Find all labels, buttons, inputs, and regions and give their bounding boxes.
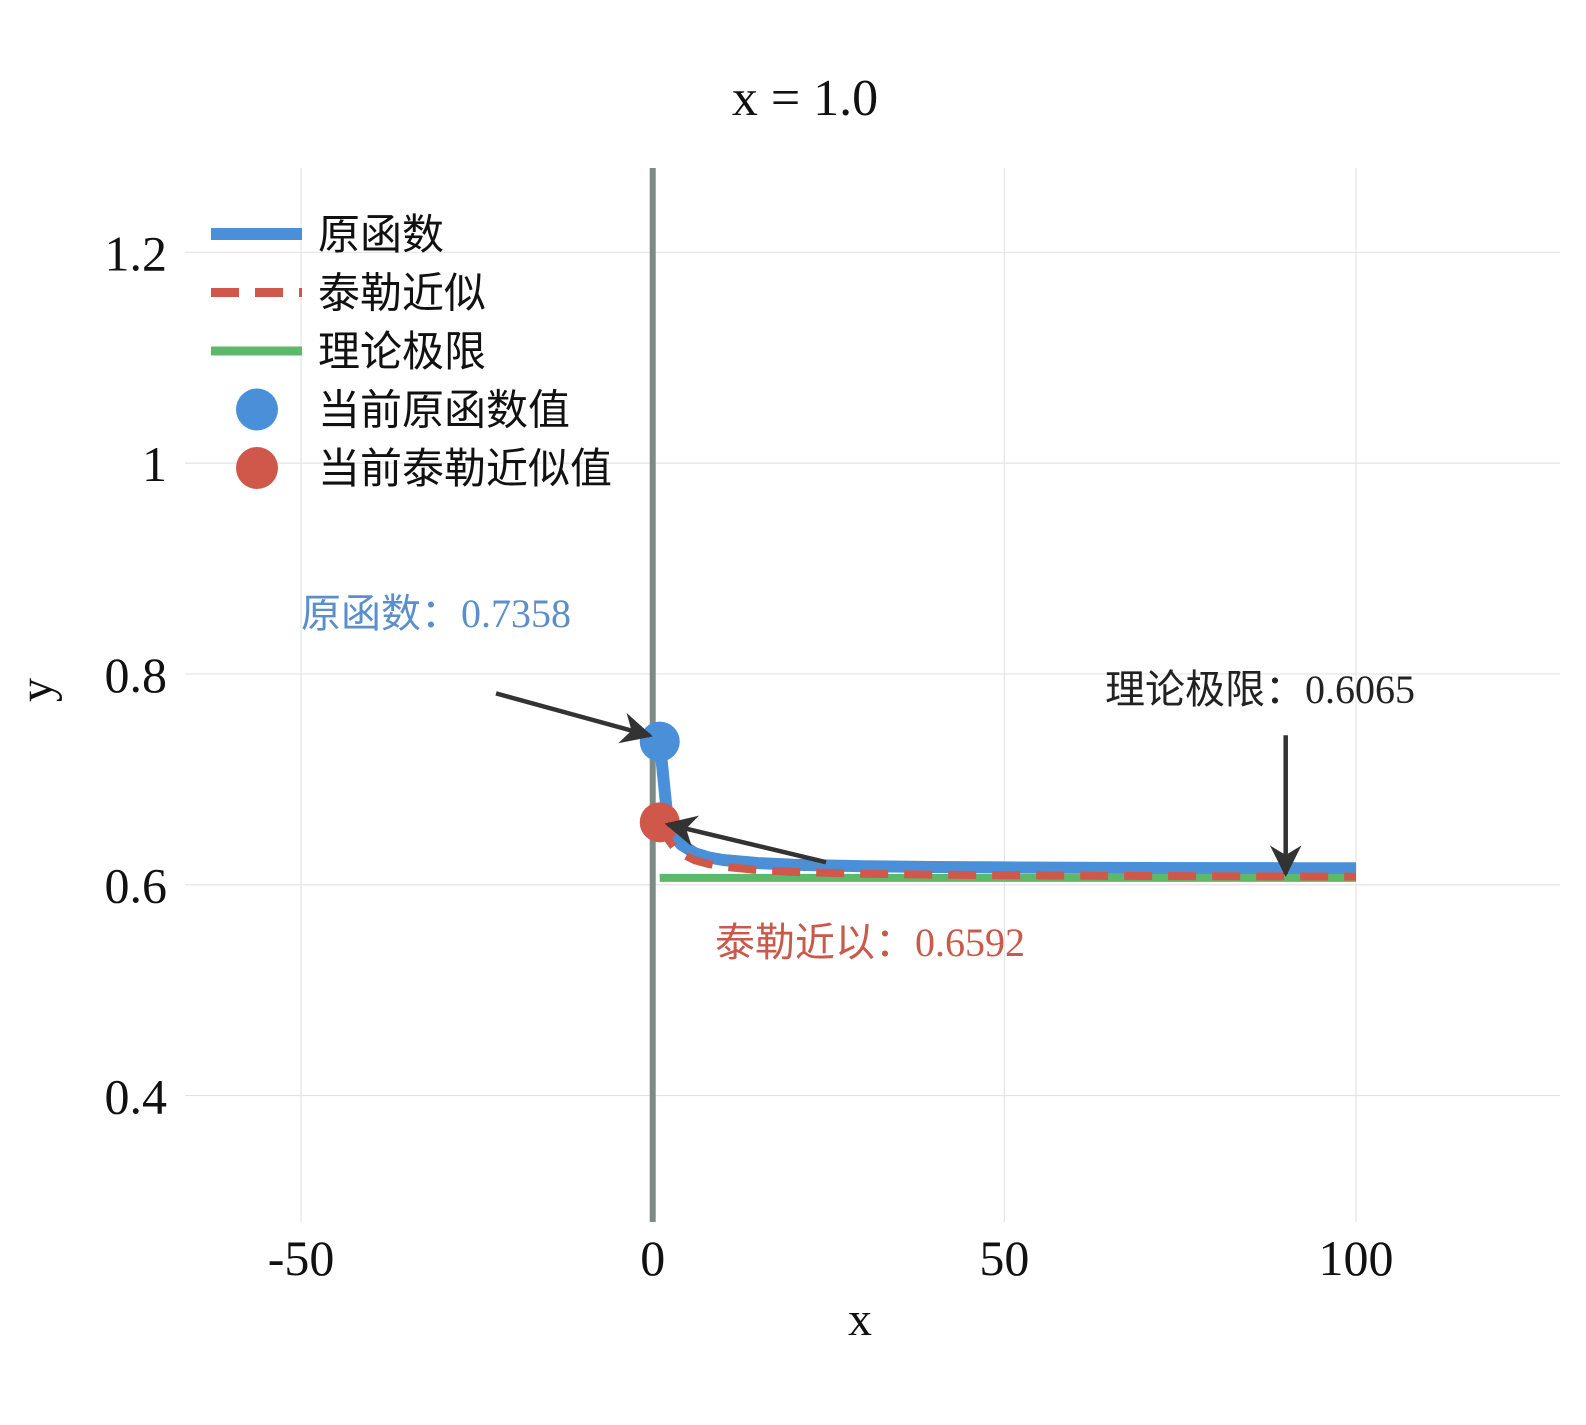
legend-label-4: 当前原函数值 (318, 389, 570, 435)
series-lines (653, 740, 1357, 882)
annotations: 原函数：0.7358 泰勒近以：0.6592 理论极限：0.6065 (301, 591, 1415, 965)
legend-label-2: 泰勒近似 (318, 272, 486, 318)
legend-label-1: 原函数 (318, 213, 444, 259)
annotation-label-2: 泰勒近以：0.6592 (715, 920, 1025, 965)
y-tick-label: 0.6 (105, 858, 168, 914)
tick-labels: -50 0 50 100 0.4 0.6 0.8 1 1.2 (105, 225, 1394, 1286)
marker-point-2 (639, 802, 680, 843)
y-tick-label: 1.2 (105, 225, 168, 281)
x-tick-label: -50 (268, 1230, 335, 1286)
x-axis-label: x (848, 1293, 872, 1346)
legend-dot-5 (236, 447, 278, 489)
y-axis-label: y (10, 678, 63, 702)
legend-label-3: 理论极限 (318, 330, 486, 376)
chart-title: x = 1.0 (732, 70, 878, 127)
marker-point-1 (639, 721, 680, 762)
series-line-2 (656, 820, 1357, 881)
annotation-arrow-2 (664, 815, 827, 865)
annotation-label-1: 原函数：0.7358 (301, 591, 571, 636)
y-tick-label: 1 (142, 436, 167, 492)
annotation-label-3: 理论极限：0.6065 (1105, 667, 1415, 712)
y-tick-label: 0.8 (105, 647, 168, 703)
grid (185, 168, 1560, 1222)
x-tick-label: 50 (979, 1230, 1029, 1286)
x-tick-label: 100 (1319, 1230, 1394, 1286)
legend-label-5: 当前泰勒近似值 (318, 447, 612, 493)
y-tick-label: 0.4 (105, 1069, 168, 1125)
legend-dot-4 (236, 388, 278, 431)
x-tick-label: 0 (640, 1230, 665, 1286)
annotation-arrow-1 (495, 691, 653, 744)
